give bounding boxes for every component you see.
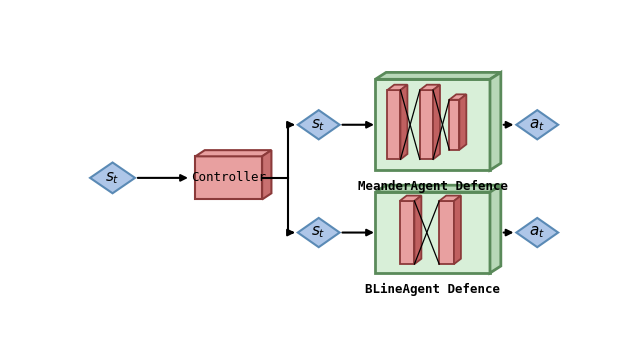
Polygon shape <box>415 196 421 264</box>
Text: $s_t$: $s_t$ <box>312 117 326 133</box>
Polygon shape <box>400 196 421 201</box>
Polygon shape <box>387 85 408 90</box>
Text: BLineAgent Defence: BLineAgent Defence <box>365 283 500 296</box>
Polygon shape <box>454 196 461 264</box>
Text: Controller: Controller <box>191 171 266 184</box>
Polygon shape <box>401 85 408 160</box>
Polygon shape <box>375 72 501 79</box>
Polygon shape <box>433 85 440 160</box>
Text: $s_t$: $s_t$ <box>312 225 326 240</box>
Polygon shape <box>490 72 501 170</box>
Polygon shape <box>516 218 558 247</box>
Text: $a_t$: $a_t$ <box>529 225 545 240</box>
Text: $s_t$: $s_t$ <box>106 170 120 186</box>
Polygon shape <box>439 201 454 264</box>
Polygon shape <box>439 196 461 201</box>
Text: $a_t$: $a_t$ <box>529 117 545 133</box>
Polygon shape <box>420 85 440 90</box>
Polygon shape <box>516 110 558 139</box>
Polygon shape <box>449 100 460 150</box>
Polygon shape <box>387 90 401 160</box>
Polygon shape <box>420 90 433 160</box>
Polygon shape <box>262 150 271 199</box>
Polygon shape <box>195 156 262 199</box>
Polygon shape <box>490 185 501 273</box>
Polygon shape <box>449 94 467 100</box>
Polygon shape <box>195 150 271 156</box>
Text: MeanderAgent Defence: MeanderAgent Defence <box>358 180 508 193</box>
Polygon shape <box>375 79 490 170</box>
Polygon shape <box>400 201 415 264</box>
Polygon shape <box>460 94 467 150</box>
Polygon shape <box>90 162 135 193</box>
Polygon shape <box>298 218 340 247</box>
Polygon shape <box>375 192 490 273</box>
Polygon shape <box>375 185 501 192</box>
Polygon shape <box>298 110 340 139</box>
